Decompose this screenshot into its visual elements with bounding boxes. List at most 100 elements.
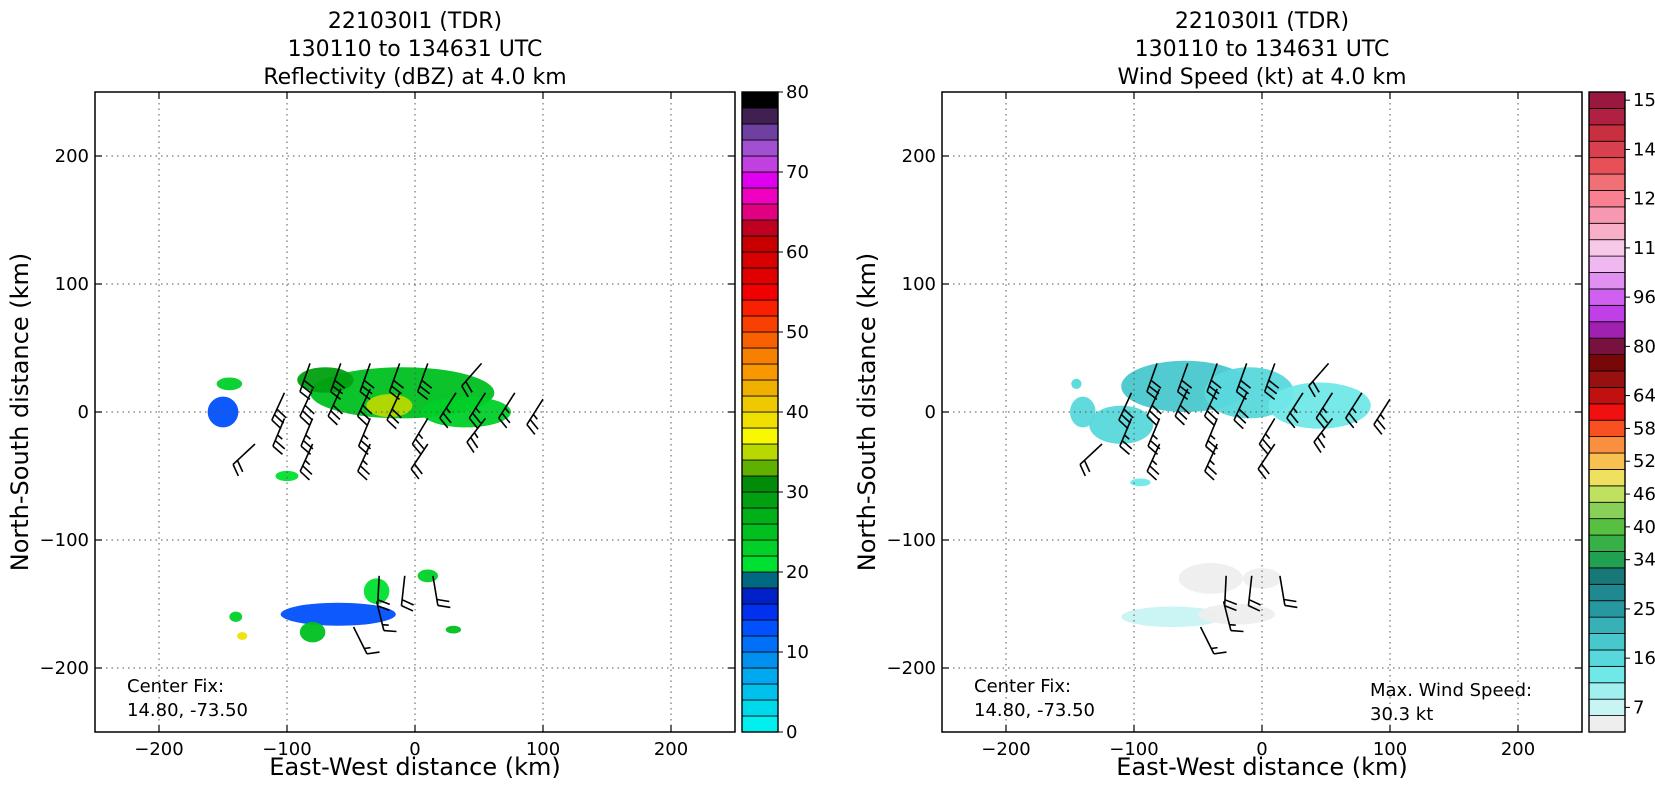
- wind-barb-flag: [1118, 419, 1129, 430]
- reflectivity-echo-region: [229, 611, 243, 622]
- reflectivity-barb-staff: [299, 363, 311, 392]
- wind-barb-flag: [1120, 414, 1132, 424]
- wind-colorbar-segment: [1588, 567, 1626, 585]
- reflectivity-colorbar-segment: [741, 539, 779, 557]
- reflectivity-barb-staff: [329, 363, 342, 392]
- wind-barb-flag: [1289, 412, 1299, 424]
- wind-barb-flag: [1181, 379, 1193, 389]
- wind-wind-barb: [1176, 363, 1193, 401]
- reflectivity-barb-half-flag: [532, 413, 538, 420]
- reflectivity-xtick-label: 0: [409, 739, 420, 760]
- reflectivity-barb-flag: [468, 417, 478, 429]
- reflectivity-barb-flag: [332, 385, 344, 395]
- wind-wind-barb: [1174, 388, 1190, 426]
- reflectivity-barb-flag: [276, 408, 287, 419]
- wind-barb-flag: [1119, 445, 1130, 456]
- reflectivity-wind-barb: [411, 417, 429, 455]
- wind-barb-flag: [1151, 404, 1162, 415]
- wind-ytick-label: −100: [887, 530, 936, 551]
- wind-colorbar-segment: [1588, 91, 1626, 109]
- reflectivity-wind-barb: [410, 443, 429, 480]
- wind-barb-flag: [1179, 385, 1191, 395]
- wind-echo-region: [1070, 396, 1096, 428]
- wind-wind-barb: [1233, 392, 1249, 430]
- reflectivity-center-fix-value: 14.80, -73.50: [127, 700, 248, 721]
- wind-wind-barb: [1308, 362, 1330, 398]
- wind-barb-flag: [1286, 417, 1296, 429]
- wind-colorbar-segment: [1588, 140, 1626, 159]
- reflectivity-barb-half-flag: [504, 407, 510, 414]
- wind-barb-staff: [1204, 418, 1218, 447]
- wind-barb-flag: [1208, 385, 1220, 395]
- wind-barb-staff: [1263, 363, 1276, 392]
- reflectivity-colorbar-segment: [741, 187, 779, 205]
- reflectivity-barb-flag: [357, 415, 368, 426]
- wind-ytick-label: 0: [925, 402, 936, 423]
- reflectivity-barb-staff: [327, 388, 342, 417]
- reflectivity-wind-barb: [327, 388, 343, 426]
- reflectivity-barb-flag: [401, 598, 414, 606]
- wind-colorbar-tick-label: 80: [1633, 336, 1655, 357]
- reflectivity-barb-half-flag: [362, 434, 369, 440]
- reflectivity-barb-flag: [274, 439, 286, 450]
- reflectivity-barb-flag: [465, 381, 473, 393]
- reflectivity-colorbar-segment: [741, 475, 779, 493]
- reflectivity-colorbar-segment: [741, 715, 779, 733]
- wind-barb-staff: [1203, 388, 1218, 417]
- wind-barb-staff: [1315, 392, 1334, 419]
- reflectivity-echo-region: [237, 632, 248, 640]
- reflectivity-barb-flag: [421, 379, 433, 389]
- wind-colorbar-segment: [1588, 108, 1626, 126]
- reflectivity-barb-flag: [413, 463, 423, 475]
- reflectivity-ytick-label: −200: [40, 658, 89, 679]
- reflectivity-colorbar-tick-label: 60: [786, 242, 809, 263]
- reflectivity-barb-flag: [389, 414, 400, 424]
- wind-xtick-label: 0: [1256, 739, 1267, 760]
- wind-barb-flag: [1316, 436, 1326, 449]
- reflectivity-barb-flag: [302, 465, 313, 476]
- wind-barb-staff: [1222, 601, 1232, 631]
- reflectivity-ylabel: North-South distance (km): [6, 253, 34, 572]
- reflectivity-colorbar-segment: [741, 571, 779, 589]
- wind-barb-staff: [1345, 392, 1363, 419]
- wind-barb-staff: [1258, 417, 1276, 445]
- reflectivity-colorbar-segment: [741, 651, 779, 669]
- reflectivity-colorbar-segment: [741, 523, 779, 541]
- reflectivity-colorbar-tick-label: 30: [786, 482, 809, 503]
- reflectivity-barb-flag: [366, 651, 380, 655]
- reflectivity-barb-staff: [526, 398, 544, 425]
- reflectivity-colorbar-segment: [741, 91, 779, 109]
- reflectivity-wind-barb: [461, 362, 483, 398]
- reflectivity-colorbar-tick-label: 0: [786, 722, 797, 743]
- wind-colorbar-tick-label: 64: [1633, 386, 1655, 407]
- wind-barb-staff: [1313, 417, 1334, 443]
- wind-colorbar-tick-label: 7: [1633, 697, 1644, 718]
- reflectivity-grid: [95, 92, 735, 732]
- wind-echo-region: [1071, 378, 1082, 389]
- reflectivity-wind-barb: [439, 392, 457, 429]
- wind-title-line1: 221030I1 (TDR): [1175, 9, 1349, 34]
- reflectivity-barb-flag: [391, 385, 403, 395]
- reflectivity-colorbar-tick-label: 40: [786, 402, 809, 423]
- wind-ytick-label: 100: [902, 274, 936, 295]
- reflectivity-barb-staff: [498, 392, 516, 419]
- wind-xtick-label: −100: [1109, 739, 1158, 760]
- wind-barb-flag: [1315, 417, 1325, 429]
- wind-barb-flag: [1213, 651, 1227, 655]
- reflectivity-title-line3: Reflectivity (dBZ) at 4.0 km: [263, 65, 566, 90]
- reflectivity-wind-barb: [299, 443, 314, 481]
- wind-barb-flag: [1313, 441, 1322, 454]
- wind-barb-flag: [1204, 415, 1215, 426]
- wind-echo-region: [1198, 604, 1275, 625]
- wind-barb-staff: [1206, 363, 1218, 392]
- reflectivity-barb-flag: [363, 379, 375, 389]
- reflectivity-barb-staff: [352, 626, 368, 655]
- wind-barb-flag: [1258, 443, 1269, 455]
- reflectivity-colorbar-segment: [741, 267, 779, 285]
- wind-barb-flag: [1206, 465, 1218, 476]
- wind-barb-staff: [1079, 443, 1103, 466]
- reflectivity-barb-flag: [529, 418, 539, 430]
- wind-barb-flag: [1209, 404, 1220, 415]
- wind-colorbar-segment: [1588, 633, 1626, 651]
- wind-colorbar-segment: [1588, 649, 1626, 667]
